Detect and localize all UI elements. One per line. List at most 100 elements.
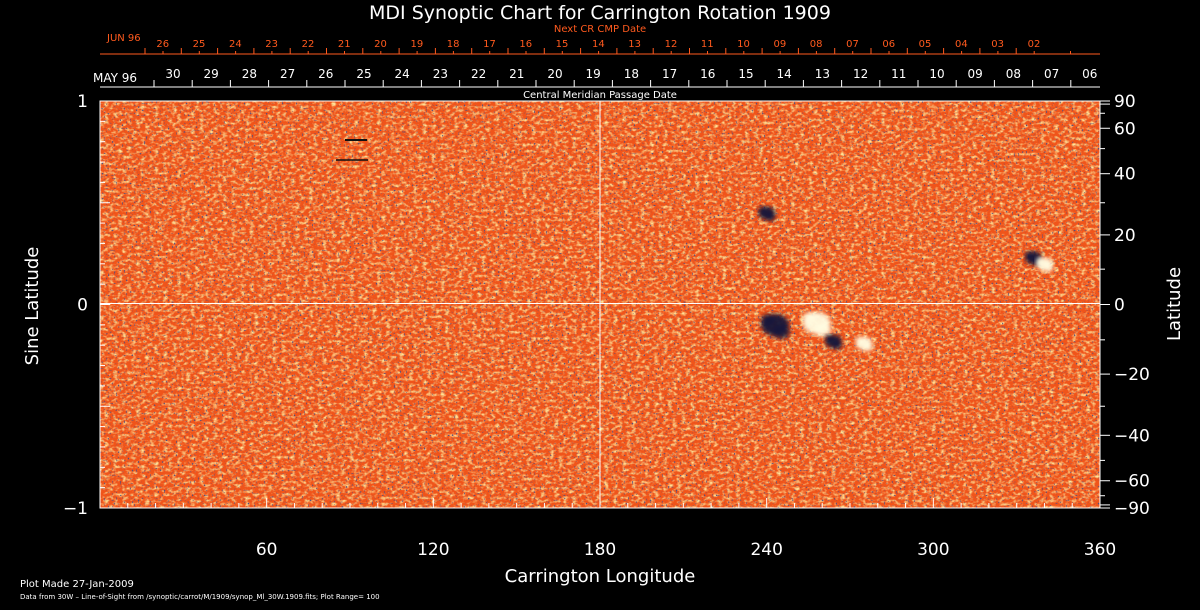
x-tick-label: 360 (1084, 540, 1116, 560)
x-tick-label: 180 (584, 540, 616, 560)
latitude-tick-label: −40 (1114, 426, 1150, 446)
x-axis: 60 120 180 240 300 360 (99, 498, 1116, 560)
cmp-tick-label: 21 (509, 67, 524, 81)
y-axis-label: Sine Latitude (22, 247, 43, 366)
next-cr-tick-label: 07 (846, 39, 859, 50)
next-cr-tick-label: 21 (338, 39, 351, 50)
cmp-tick-label: 23 (433, 67, 448, 81)
cmp-tick-label: 16 (700, 67, 715, 81)
footer-data-source: Data from 30W – Line-of-Sight from /syno… (20, 593, 380, 601)
plot-area (100, 101, 1100, 508)
cmp-tick-label: 30 (165, 67, 180, 81)
latitude-tick-label: 20 (1114, 226, 1136, 246)
y-axis: −1 0 1 (63, 92, 110, 519)
next-cr-tick-label: 23 (265, 39, 278, 50)
next-cr-tick-label: 20 (374, 39, 387, 50)
cmp-tick-label: 28 (242, 67, 257, 81)
latitude-tick-label: 90 (1114, 92, 1136, 112)
next-cr-tick-label: 14 (592, 39, 605, 50)
cmp-tick-label: 14 (777, 67, 792, 81)
active-region-negative (824, 334, 843, 350)
next-cr-tick-label: 05 (919, 39, 932, 50)
next-cr-tick-label: 17 (483, 39, 496, 50)
y-tick-label: −1 (63, 499, 88, 519)
footer-plot-made: Plot Made 27-Jan-2009 (20, 579, 134, 590)
x-tick-label: 120 (417, 540, 449, 560)
next-cr-tick-label: 19 (410, 39, 423, 50)
y-tick-label: 1 (77, 92, 88, 112)
active-region-lobe (1024, 251, 1034, 259)
active-region-lobe (758, 206, 767, 214)
latitude-tick-label: 0 (1114, 296, 1125, 316)
active-region-lobe (772, 324, 790, 339)
cmp-tick-label: 10 (929, 67, 944, 81)
cmp-tick-label: 17 (662, 67, 677, 81)
next-cr-tick-label: 10 (737, 39, 750, 50)
cmp-tick-label: 22 (471, 67, 486, 81)
cmp-tick-label: 25 (356, 67, 371, 81)
latitude-tick-label: −90 (1114, 499, 1150, 519)
x-tick-label: 240 (750, 540, 782, 560)
latitude-tick-label: 60 (1114, 119, 1136, 139)
active-region-lobe (824, 334, 834, 342)
cmp-axis-label: Central Meridian Passage Date (523, 90, 677, 101)
cmp-tick-label: 26 (318, 67, 333, 81)
cmp-tick-label: 07 (1044, 67, 1059, 81)
latitude-axis: 90 60 40 20 0 −20 −40 −60 −90 (1100, 92, 1150, 519)
cmp-tick-label: 13 (815, 67, 830, 81)
next-cr-tick-label: 22 (302, 39, 315, 50)
active-region-lobe (1042, 263, 1054, 273)
next-cr-tick-label: 24 (229, 39, 242, 50)
next-cr-month: JUN 96 (106, 33, 141, 44)
y-tick-label: 0 (77, 296, 88, 316)
next-cr-tick-label: 11 (701, 39, 714, 50)
active-region-lobe (862, 343, 873, 352)
cmp-tick-label: 19 (586, 67, 601, 81)
active-region-lobe (802, 311, 817, 324)
latitude-tick-label: 40 (1114, 165, 1136, 185)
cmp-tick-label: 08 (1006, 67, 1021, 81)
latitude-tick-label: −20 (1114, 365, 1150, 385)
next-cr-tick-label: 02 (1028, 39, 1041, 50)
cmp-tick-label: 27 (280, 67, 295, 81)
next-cr-tick-label: 25 (193, 39, 206, 50)
cmp-tick-label: 15 (738, 67, 753, 81)
next-cr-axis: Next CR CMP Date JUN 96 26 25 24 23 22 21 20 19… (100, 24, 1100, 55)
next-cr-tick-label: 09 (773, 39, 786, 50)
next-cr-tick-label: 18 (447, 39, 460, 50)
active-region-positive (802, 311, 832, 337)
active-region-lobe (1036, 257, 1045, 265)
next-cr-tick-label: 06 (882, 39, 895, 50)
next-cr-tick-label: 26 (156, 39, 169, 50)
next-cr-tick-label: 08 (810, 39, 823, 50)
next-cr-axis-label: Next CR CMP Date (554, 24, 646, 35)
latitude-tick-label: −60 (1114, 472, 1150, 492)
x-tick-label: 300 (917, 540, 949, 560)
x-axis-label: Carrington Longitude (505, 566, 696, 587)
active-region-negative (758, 206, 776, 222)
cmp-month: MAY 96 (93, 71, 137, 85)
active-region-positive (855, 336, 873, 352)
chart-title: MDI Synoptic Chart for Carrington Rotati… (369, 2, 831, 24)
cmp-tick-label: 24 (395, 67, 410, 81)
cmp-date-axis: MAY 96 30 29 28 27 26 25 24 23 22 21 20 19 18 17 16 15 1… (93, 67, 1100, 101)
cmp-tick-label: 11 (891, 67, 906, 81)
active-region-lobe (761, 313, 775, 326)
next-cr-tick-label: 04 (955, 39, 968, 50)
next-cr-tick-label: 16 (519, 39, 532, 50)
active-region-positive (1036, 257, 1054, 273)
cmp-tick-label: 20 (547, 67, 562, 81)
cmp-tick-label: 09 (968, 67, 983, 81)
latitude-axis-label: Latitude (1164, 267, 1185, 341)
cmp-tick-label: 18 (624, 67, 639, 81)
active-region-lobe (855, 336, 864, 344)
active-region-lobe (831, 341, 843, 350)
cmp-tick-label: 06 (1082, 67, 1097, 81)
next-cr-tick-label: 03 (991, 39, 1004, 50)
active-region-lobe (764, 212, 776, 222)
next-cr-tick-label: 12 (665, 39, 678, 50)
cmp-tick-label: 12 (853, 67, 868, 81)
next-cr-tick-label: 15 (556, 39, 569, 50)
x-tick-label: 60 (256, 540, 278, 560)
